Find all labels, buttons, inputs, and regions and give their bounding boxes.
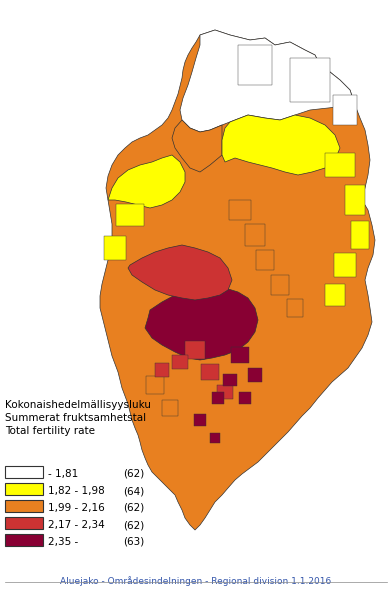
Text: Aluejako - Områdesindelningen - Regional division 1.1.2016: Aluejako - Områdesindelningen - Regional… [60,576,332,586]
Polygon shape [128,245,232,300]
Polygon shape [104,236,126,260]
Polygon shape [172,355,188,369]
Polygon shape [271,275,289,295]
Polygon shape [116,204,144,226]
Polygon shape [287,299,303,317]
Polygon shape [108,155,185,208]
Polygon shape [245,224,265,246]
Polygon shape [100,30,375,530]
Polygon shape [325,284,345,306]
Text: Summerat fruktsamhetstal: Summerat fruktsamhetstal [5,413,146,423]
Polygon shape [201,364,219,380]
Polygon shape [334,253,356,277]
FancyBboxPatch shape [5,517,43,529]
Text: (62): (62) [123,503,144,513]
Polygon shape [248,368,262,382]
Polygon shape [231,347,249,363]
Text: 2,17 - 2,34: 2,17 - 2,34 [48,520,105,530]
Polygon shape [256,250,274,270]
Polygon shape [194,414,206,426]
FancyBboxPatch shape [5,500,43,512]
Polygon shape [210,433,220,443]
Polygon shape [325,153,355,177]
Polygon shape [345,185,365,215]
Text: Total fertility rate: Total fertility rate [5,426,95,436]
Polygon shape [185,341,205,359]
Polygon shape [146,376,164,394]
Text: (64): (64) [123,486,144,496]
Polygon shape [155,363,169,377]
Text: 1,82 - 1,98: 1,82 - 1,98 [48,486,105,496]
Polygon shape [229,200,251,220]
Text: - 1,81: - 1,81 [48,469,78,479]
Text: (63): (63) [123,537,144,547]
FancyBboxPatch shape [5,534,43,546]
Polygon shape [180,30,355,132]
FancyBboxPatch shape [5,466,43,478]
FancyBboxPatch shape [5,483,43,495]
Polygon shape [351,221,369,249]
Polygon shape [172,120,222,172]
Text: 2,35 -: 2,35 - [48,537,78,547]
Polygon shape [239,392,251,404]
Polygon shape [145,285,258,360]
Polygon shape [223,374,237,386]
Polygon shape [238,45,272,85]
Polygon shape [212,392,224,404]
Text: (62): (62) [123,469,144,479]
Polygon shape [217,385,233,399]
Text: Kokonaishedelmällisyysluku: Kokonaishedelmällisyysluku [5,400,151,410]
Polygon shape [222,115,340,175]
Text: (62): (62) [123,520,144,530]
Polygon shape [162,400,178,416]
Polygon shape [290,58,330,102]
Polygon shape [333,95,357,125]
Text: 1,99 - 2,16: 1,99 - 2,16 [48,503,105,513]
